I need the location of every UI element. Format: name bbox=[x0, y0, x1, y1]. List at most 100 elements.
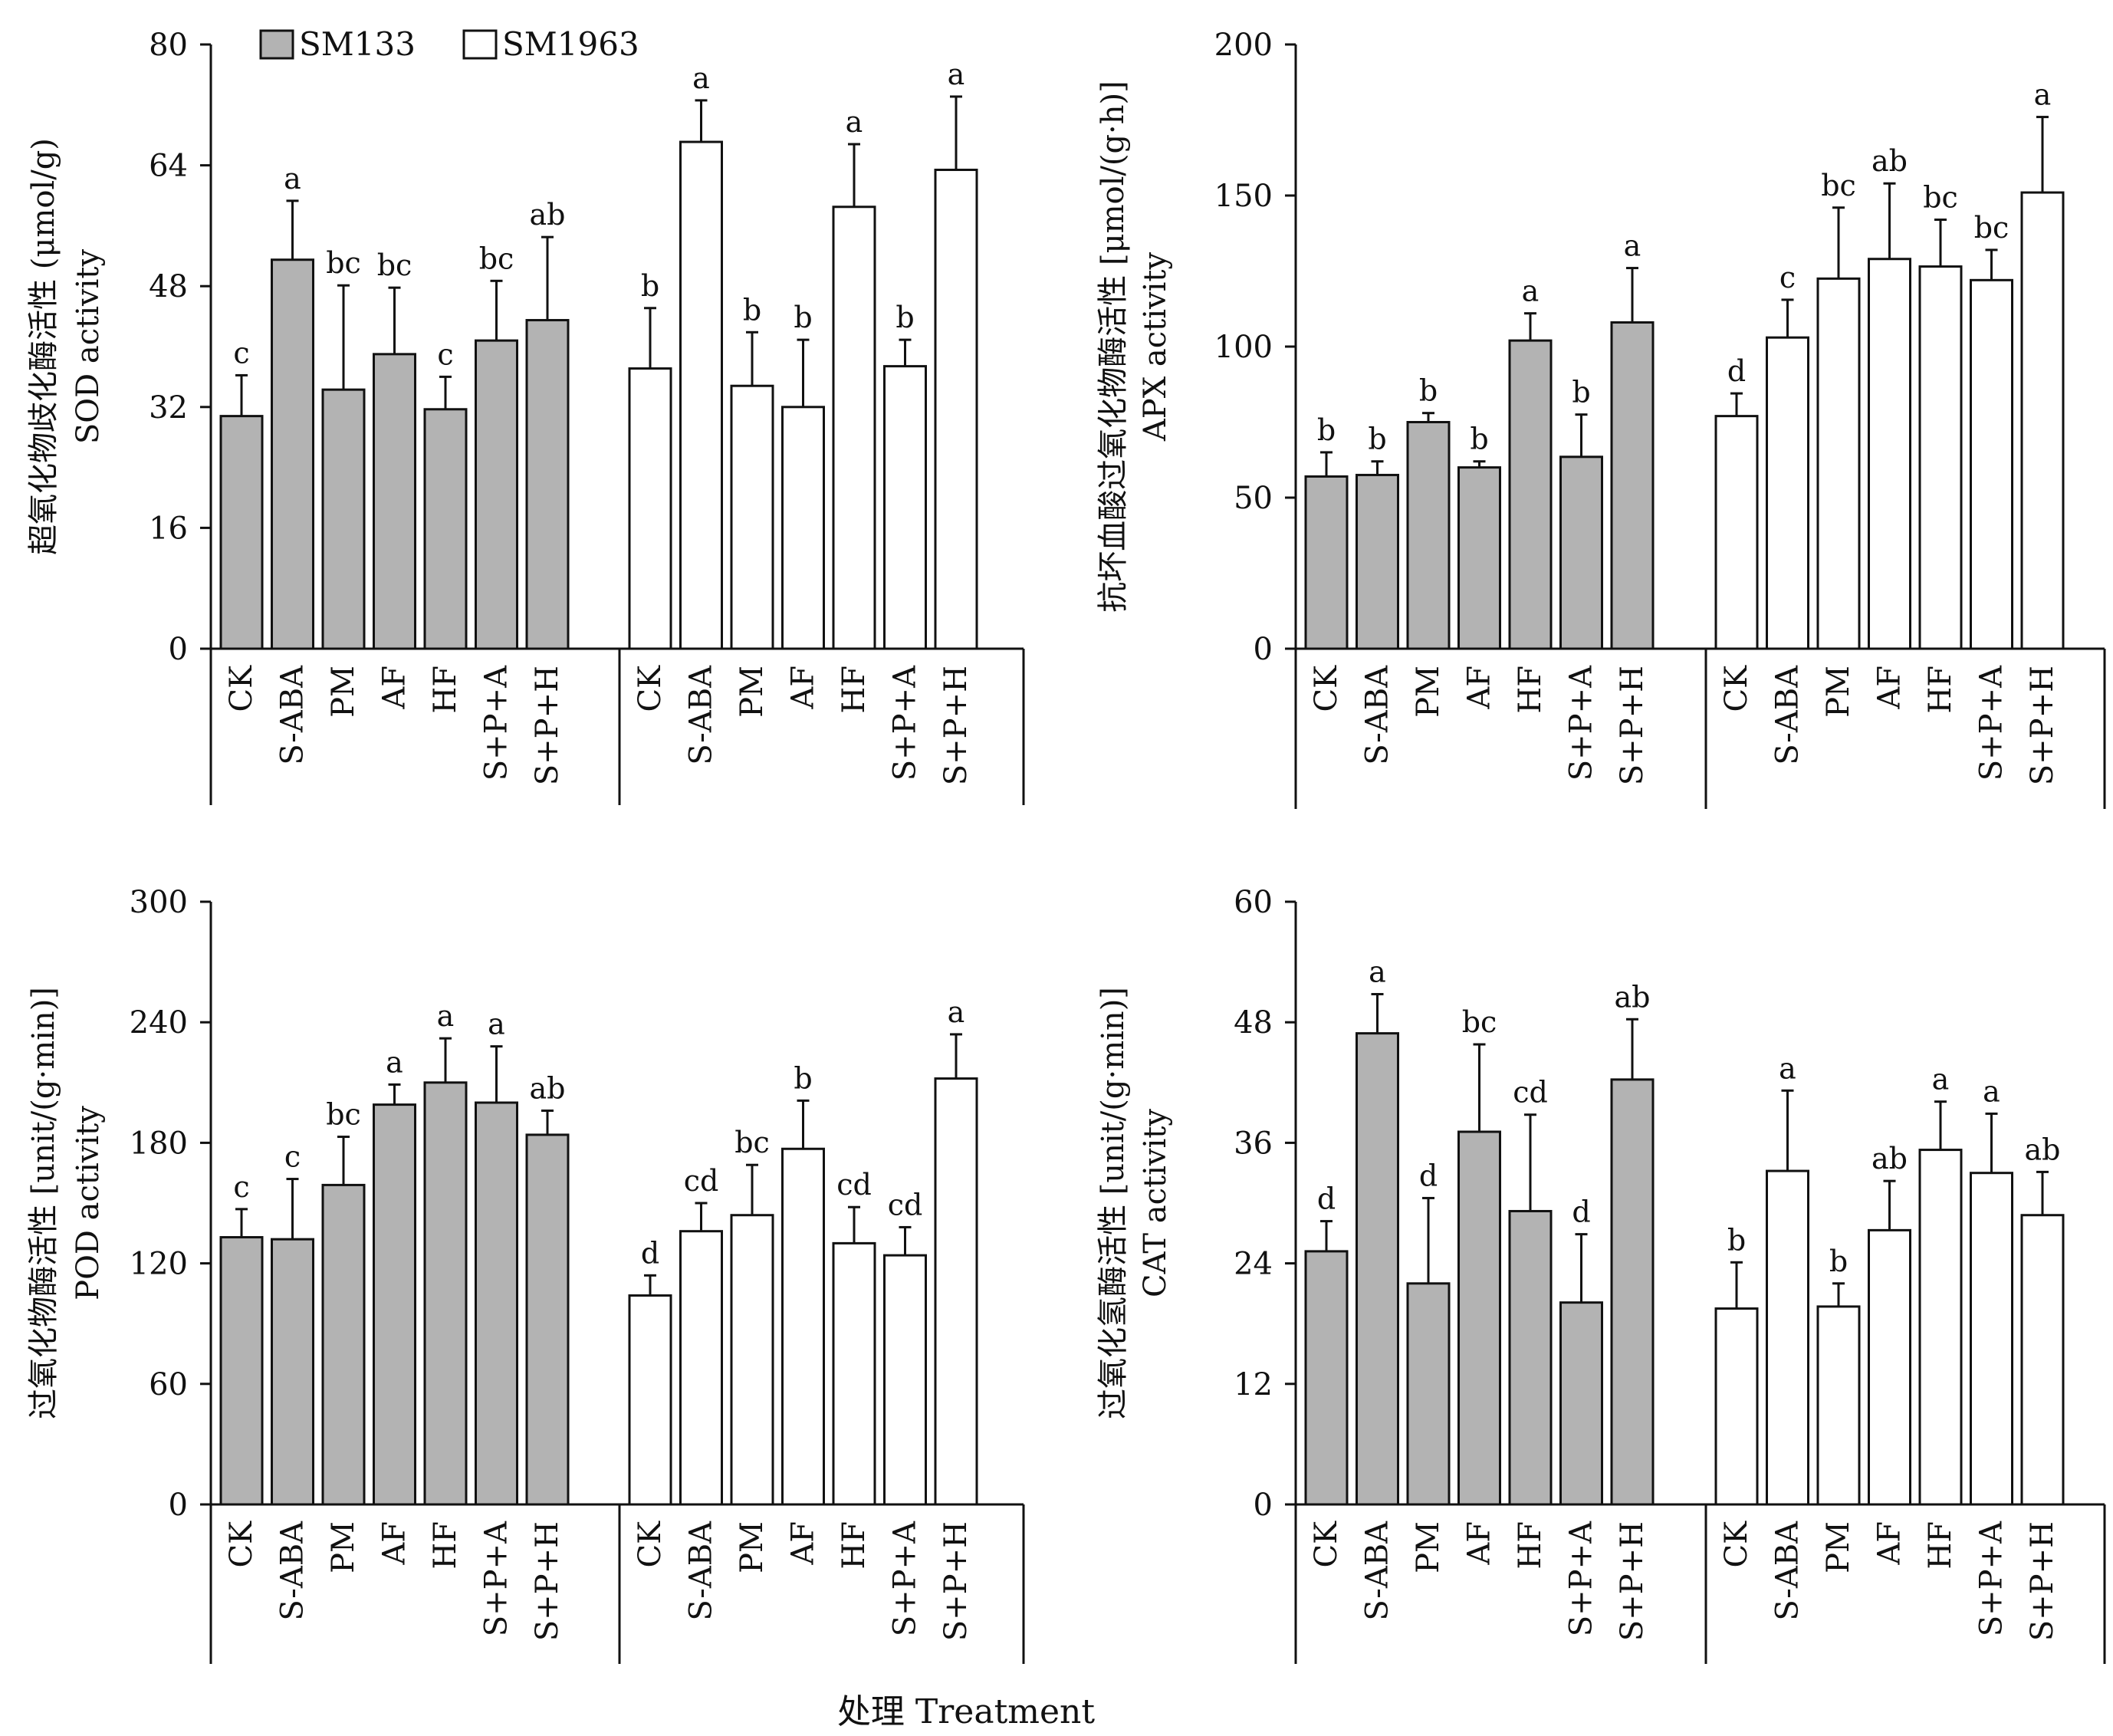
significance-letter: cd bbox=[1513, 1076, 1548, 1110]
significance-letter: c bbox=[284, 1140, 301, 1174]
category-label: AF bbox=[1872, 1521, 1908, 1566]
significance-letter: ab bbox=[530, 198, 566, 232]
significance-letter: bc bbox=[1923, 181, 1958, 215]
category-label: S+P+A bbox=[479, 665, 514, 781]
category-label: CK bbox=[1719, 665, 1754, 712]
significance-letter: b bbox=[1829, 1244, 1848, 1278]
significance-letter: b bbox=[1317, 413, 1336, 447]
bar-sm1963-af bbox=[1868, 1228, 1911, 1506]
significance-letter: a bbox=[948, 58, 965, 91]
y-tick-label: 200 bbox=[1214, 28, 1273, 63]
category-label: CK bbox=[633, 1521, 668, 1568]
category-label: AF bbox=[1462, 1521, 1497, 1566]
bar-sm133-hf bbox=[1508, 1209, 1553, 1506]
category-label: S-ABA bbox=[275, 1521, 311, 1621]
bar-sm133-af bbox=[1457, 1130, 1501, 1506]
y-tick-label: 100 bbox=[1214, 330, 1273, 365]
legend-swatch-sm133 bbox=[259, 29, 294, 60]
category-label: S-ABA bbox=[1770, 665, 1806, 765]
category-label: AF bbox=[786, 1521, 821, 1566]
bar-sm133-spppa bbox=[1559, 1301, 1603, 1506]
y-tick-label: 0 bbox=[169, 632, 188, 667]
y-tick-label: 60 bbox=[1234, 885, 1273, 920]
y-axis-label-en: APX activity bbox=[1138, 252, 1173, 442]
category-label: PM bbox=[734, 1521, 770, 1573]
bar-sm133-af bbox=[373, 353, 416, 650]
significance-letter: bc bbox=[1974, 211, 2009, 245]
chart-panels: 0 16 32 48 64 80 超氧化物歧化酶活性 (μmol/g) SOD activit… bbox=[26, 28, 2106, 1664]
significance-letter: a bbox=[2034, 78, 2052, 112]
bar-sm1963-af bbox=[781, 406, 825, 650]
category-label: HF bbox=[1923, 666, 1958, 714]
significance-letter: b bbox=[794, 301, 812, 334]
significance-letter: d bbox=[1727, 354, 1746, 388]
category-label: AF bbox=[786, 666, 821, 710]
category-label: S-ABA bbox=[684, 1521, 719, 1621]
significance-letter: c bbox=[437, 337, 453, 371]
bar-sm133-af bbox=[373, 1103, 416, 1506]
category-label: PM bbox=[326, 666, 361, 718]
category-label: HF bbox=[836, 1521, 872, 1570]
bar-sm1963-hf bbox=[1918, 1149, 1963, 1506]
category-label: CK bbox=[224, 665, 259, 712]
chart-apx: 0 50 100 150 200 抗坏血酸过氧化物酶活性 [μmol/(g·h)] APX … bbox=[1096, 28, 2106, 809]
y-tick-label: 240 bbox=[130, 1005, 188, 1041]
significance-letter: a bbox=[948, 995, 965, 1029]
y-axis-label-cn: 抗坏血酸过氧化物酶活性 [μmol/(g·h)] bbox=[1096, 81, 1131, 613]
significance-letter: bc bbox=[1462, 1005, 1497, 1039]
significance-letter: b bbox=[1368, 422, 1386, 456]
y-tick-label: 24 bbox=[1234, 1247, 1273, 1282]
significance-letter: a bbox=[692, 61, 710, 95]
bar-sm1963-pm bbox=[1816, 1305, 1861, 1506]
category-label: S+P+H bbox=[530, 666, 565, 785]
legend-swatch-sm1963 bbox=[462, 29, 498, 60]
category-label: CK bbox=[633, 665, 668, 712]
bar-sm133-spppa bbox=[475, 1101, 518, 1506]
bar-sm1963-ck bbox=[1714, 415, 1759, 650]
significance-letter: ab bbox=[1615, 980, 1651, 1014]
category-label: CK bbox=[224, 1521, 259, 1568]
significance-letter: c bbox=[233, 336, 249, 370]
bar-sm133-ck bbox=[1304, 1250, 1349, 1506]
significance-letter: a bbox=[1369, 955, 1386, 989]
y-tick-label: 60 bbox=[149, 1367, 188, 1402]
y-tick-label: 180 bbox=[130, 1126, 188, 1161]
category-label: HF bbox=[1513, 666, 1548, 714]
chart-sod: 0 16 32 48 64 80 超氧化物歧化酶活性 (μmol/g) SOD activit… bbox=[26, 28, 1025, 805]
bar-sm133-pm bbox=[1406, 1282, 1451, 1506]
category-label: S-ABA bbox=[1360, 665, 1395, 765]
significance-letter: ab bbox=[530, 1071, 566, 1105]
y-axis-label-en: CAT activity bbox=[1138, 1109, 1173, 1297]
bar-sm1963-pm bbox=[730, 384, 774, 650]
significance-letter: a bbox=[386, 1045, 403, 1079]
bar-sm133-sppph bbox=[525, 319, 570, 650]
bar-sm133-s-aba bbox=[1356, 1032, 1399, 1506]
bar-sm133-s-aba bbox=[271, 1238, 314, 1506]
significance-letter: a bbox=[1932, 1063, 1950, 1097]
category-label: S+P+A bbox=[1974, 665, 2009, 781]
significance-letter: bc bbox=[326, 246, 361, 280]
significance-letter: a bbox=[488, 1008, 505, 1041]
bar-sm1963-hf bbox=[832, 1241, 876, 1506]
legend-label-sm133: SM133 bbox=[299, 25, 416, 63]
bar-sm1963-s-aba bbox=[679, 1230, 723, 1506]
significance-letter: c bbox=[1779, 261, 1796, 294]
bar-sm1963-hf bbox=[832, 205, 876, 650]
y-axis-label-en: SOD activity bbox=[71, 249, 106, 445]
category-label: HF bbox=[1923, 1521, 1958, 1570]
bar-sm1963-hf bbox=[1918, 265, 1963, 650]
significance-letter: a bbox=[284, 162, 301, 196]
significance-letter: bc bbox=[479, 242, 514, 275]
bar-sm1963-spppa bbox=[1970, 1172, 2013, 1506]
category-label: AF bbox=[1462, 666, 1497, 710]
y-tick-label: 0 bbox=[169, 1488, 188, 1523]
significance-letter: cd bbox=[836, 1168, 872, 1202]
bar-sm133-sppph bbox=[525, 1133, 570, 1506]
significance-letter: a bbox=[1522, 275, 1540, 308]
bar-sm133-spppa bbox=[475, 339, 518, 650]
y-tick-label: 300 bbox=[130, 885, 188, 920]
bar-sm133-ck bbox=[1304, 475, 1349, 650]
category-label: AF bbox=[377, 1521, 412, 1566]
significance-letter: cd bbox=[684, 1164, 719, 1198]
category-label: S+P+H bbox=[1615, 1521, 1650, 1641]
